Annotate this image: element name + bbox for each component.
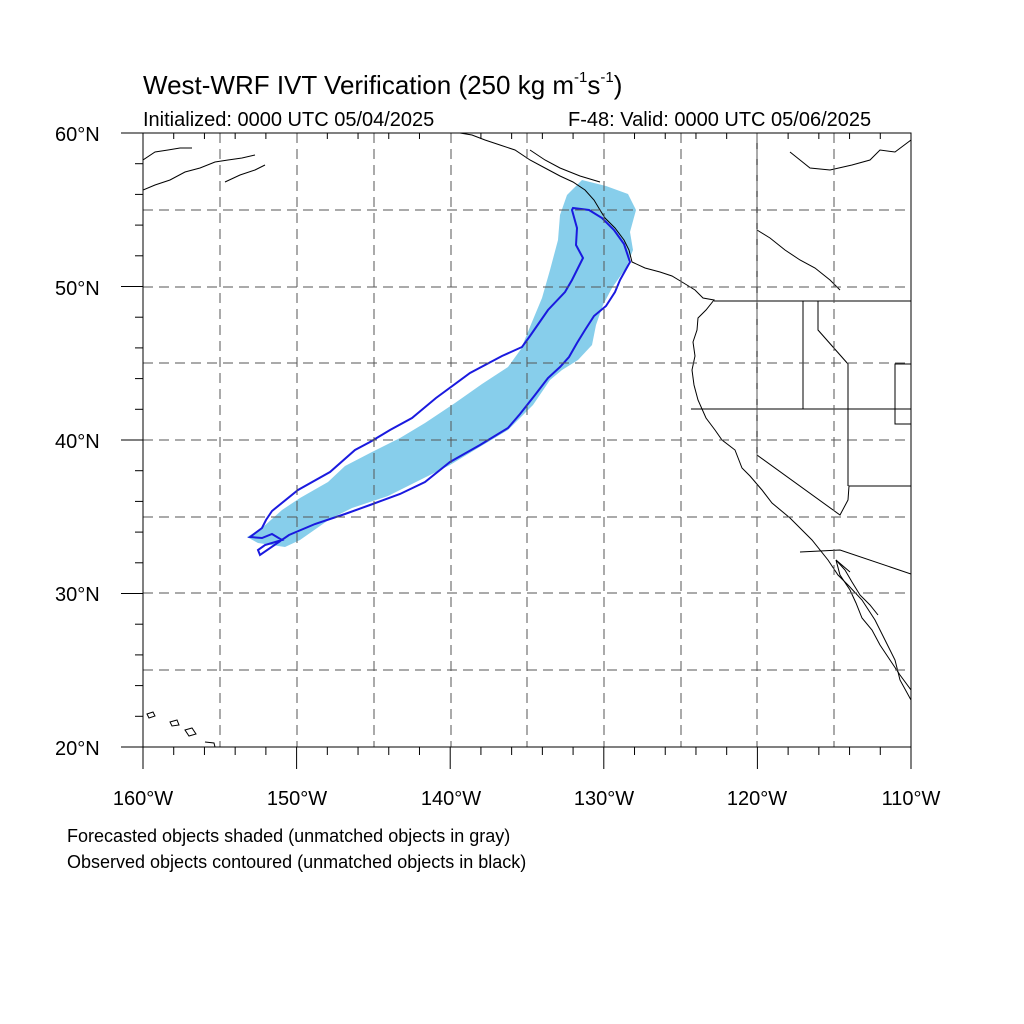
lat-label-60: 60°N	[55, 124, 100, 146]
footnote-forecast: Forecasted objects shaded (unmatched obj…	[67, 826, 511, 846]
valid-time-label: F-48: Valid: 0000 UTC 05/06/2025	[568, 109, 872, 131]
observed-object-contour	[247, 206, 632, 557]
lat-label-30: 30°N	[55, 584, 100, 606]
lat-label-50: 50°N	[55, 278, 100, 300]
init-time-label: Initialized: 0000 UTC 05/04/2025	[143, 109, 435, 131]
lon-label-110w: 110°W	[882, 788, 941, 810]
map-gridlines	[143, 133, 911, 747]
alaska-coastline	[143, 147, 266, 191]
lon-label-160w: 160°W	[113, 788, 173, 810]
lon-label-130w: 130°W	[574, 788, 634, 810]
baja-coastline	[835, 559, 911, 691]
lat-label-20: 20°N	[55, 738, 100, 760]
hawaii-islands	[146, 711, 216, 747]
map-title: West-WRF IVT Verification (250 kg m-1s-1…	[143, 69, 623, 100]
axis-ticks	[121, 132, 912, 769]
forecast-object-shading	[247, 180, 636, 547]
state-borders	[691, 133, 911, 575]
lat-label-40: 40°N	[55, 431, 100, 453]
lon-label-140w: 140°W	[421, 788, 481, 810]
lon-label-120w: 120°W	[727, 788, 787, 810]
lon-label-150w: 150°W	[267, 788, 327, 810]
canada-provinces	[529, 149, 841, 291]
footnote-observed: Observed objects contoured (unmatched ob…	[67, 852, 527, 872]
coastline	[459, 133, 911, 701]
map-frame-content	[143, 133, 911, 747]
